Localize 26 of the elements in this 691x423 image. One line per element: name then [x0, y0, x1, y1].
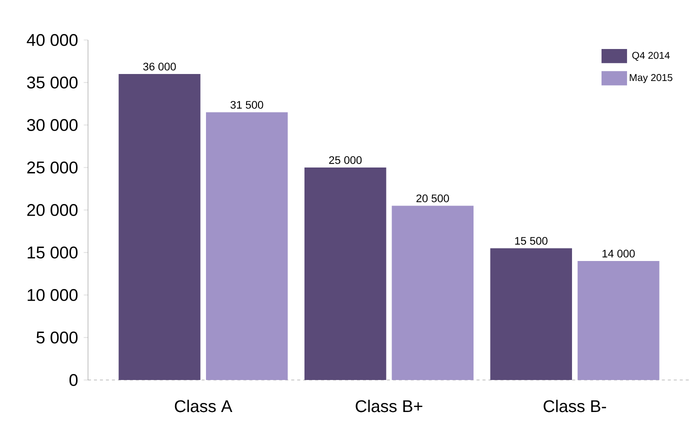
bar	[392, 206, 474, 380]
y-tick-label: 35 000	[27, 76, 78, 88]
data-label: 20 500	[416, 194, 449, 202]
data-label: 36 000	[143, 62, 176, 70]
legend-label: Q4 2014	[632, 52, 670, 61]
legend-label: May 2015	[630, 74, 672, 84]
y-tick-label: 10 000	[28, 289, 78, 301]
data-label: 31 500	[230, 100, 264, 109]
y-tick-label: 30 000	[27, 119, 78, 131]
data-label: 14 000	[602, 250, 635, 258]
bar	[304, 168, 386, 380]
x-tick-label: Class A	[174, 400, 232, 412]
data-label: 15 500	[515, 236, 548, 245]
data-label: 25 000	[329, 156, 362, 164]
y-tick-label: 20 000	[27, 204, 78, 216]
y-tick-label: 15 000	[28, 246, 78, 258]
y-tick-label: 40 000	[26, 34, 78, 46]
bar	[490, 248, 572, 380]
y-tick-label: 25 000	[27, 162, 78, 174]
y-tick-label: 5 000	[36, 332, 78, 344]
x-tick-label: Class B+	[356, 400, 422, 412]
bar	[578, 261, 660, 380]
bar	[206, 112, 288, 380]
x-tick-label: Class B-	[544, 400, 606, 412]
bar	[118, 74, 200, 380]
y-tick-label: 0	[69, 374, 78, 386]
